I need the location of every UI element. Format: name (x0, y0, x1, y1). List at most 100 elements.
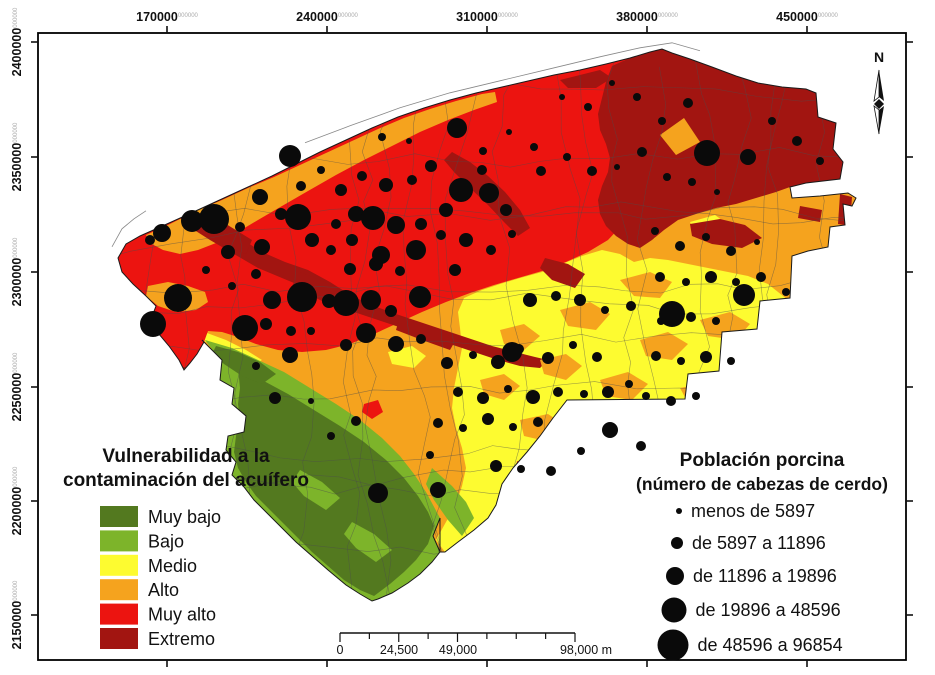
coastal-sandbar (110, 42, 702, 251)
legend-population-item-label: menos de 5897 (691, 501, 815, 521)
north-arrow: N (873, 49, 884, 135)
region-alto-patch-9 (740, 354, 780, 380)
pig-population-symbol (479, 183, 499, 203)
pig-population-symbol (459, 233, 473, 247)
axis-label: 2400000000000 (10, 7, 24, 76)
pig-population-symbol (263, 291, 281, 309)
pig-population-symbols (140, 80, 824, 503)
region-muy-bajo-zone (234, 368, 434, 596)
pig-population-symbol (285, 204, 311, 230)
pig-population-symbol (269, 392, 281, 404)
legend-vulnerability-item-label: Alto (148, 580, 179, 600)
legend-population-symbol (676, 508, 682, 514)
scalebar-label: 0 (337, 643, 344, 657)
north-arrow-upper-left (873, 69, 880, 102)
pig-population-symbol (307, 327, 315, 335)
pig-population-symbol (433, 418, 443, 428)
region-extremo-patch-center (540, 258, 585, 288)
pig-population-symbol (712, 317, 720, 325)
legend-population-item-label: de 11896 a 19896 (693, 566, 837, 586)
coast-sliver-edge (111, 210, 147, 247)
pig-population-symbol (733, 284, 755, 306)
legend-swatch-medio (100, 554, 138, 576)
axis-label: 170000000000 (136, 10, 198, 24)
pig-population-symbol (459, 424, 467, 432)
pig-population-symbol (546, 466, 556, 476)
legend-population-symbol (666, 567, 684, 585)
pig-population-symbol (688, 178, 696, 186)
north-arrow-lower-right (879, 106, 884, 134)
region-muy-bajo-patch-nw (212, 346, 276, 384)
pig-population-symbol (502, 342, 522, 362)
legend-population-symbol (657, 629, 689, 661)
pig-population-symbol (686, 312, 696, 322)
legend-vulnerability: Vulnerabilidad a la contaminación del ac… (63, 446, 309, 649)
state-outline-stroke (117, 48, 857, 602)
scale-bar: 0 24,500 49,000 98,000 m (337, 632, 612, 657)
axis-label: 2300000000000 (10, 237, 24, 306)
north-arrow-label: N (874, 49, 884, 65)
pig-population-symbol (335, 184, 347, 196)
region-extremo-northeast (598, 49, 843, 248)
pig-population-symbol (140, 311, 166, 337)
pig-population-symbol (287, 282, 317, 312)
pig-population-symbol (164, 284, 192, 312)
pig-population-symbol (348, 206, 364, 222)
pig-population-symbol (533, 417, 543, 427)
pig-population-symbol (526, 390, 540, 404)
pig-population-symbol (542, 352, 554, 364)
pig-population-symbol (655, 272, 665, 282)
pig-population-symbol (563, 153, 571, 161)
pig-population-symbol (816, 157, 824, 165)
municipality-boundary-line (118, 269, 856, 327)
pig-population-symbol (282, 347, 298, 363)
pig-population-symbol (254, 239, 270, 255)
region-extremo-blob-lower (690, 219, 762, 248)
pig-population-symbol (333, 290, 359, 316)
pig-population-symbol (500, 204, 512, 216)
municipality-boundary-line (343, 69, 374, 601)
pig-population-symbol (642, 392, 650, 400)
pig-population-symbol (322, 294, 336, 308)
pig-population-symbol (705, 271, 717, 283)
axis-label: 2250000000000 (10, 352, 24, 421)
pig-population-symbol (356, 323, 376, 343)
pig-population-symbol (633, 93, 641, 101)
region-bajo-patch-2 (344, 522, 392, 562)
coast-sliver-white (110, 211, 148, 251)
pig-population-symbol (296, 181, 306, 191)
pig-population-symbol (504, 385, 512, 393)
pig-population-symbol (694, 140, 720, 166)
legend-vulnerability-item-label: Muy bajo (148, 507, 221, 527)
pig-population-symbol (768, 117, 776, 125)
pig-population-symbol (782, 288, 790, 296)
pig-population-symbol (308, 398, 314, 404)
pig-population-symbol (415, 218, 427, 230)
pig-population-symbol (416, 334, 426, 344)
map-frame (37, 32, 907, 661)
pig-population-symbol (602, 386, 614, 398)
pig-population-symbol (490, 460, 502, 472)
pig-population-symbol (477, 165, 487, 175)
pig-population-symbol (221, 245, 235, 259)
pig-population-symbol (346, 234, 358, 246)
pig-population-symbol (407, 175, 417, 185)
pig-population-symbol (574, 294, 586, 306)
pig-population-symbol (449, 264, 461, 276)
region-alto-patch-12 (480, 374, 520, 400)
pig-population-symbol (666, 396, 676, 406)
pig-population-symbol (279, 145, 301, 167)
municipality-boundary-line (118, 201, 856, 260)
axis-label: 310000000000 (456, 10, 518, 24)
pig-population-symbol (145, 235, 155, 245)
scalebar-label: 24,500 (380, 643, 418, 657)
pig-population-symbol (536, 166, 546, 176)
legend-population: Población porcina (número de cabezas de … (636, 450, 888, 661)
pig-population-symbol (508, 230, 516, 238)
scalebar-label: 98,000 m (560, 643, 612, 657)
region-alto-patch-11 (580, 434, 626, 462)
legend-vulnerability-item-label: Medio (148, 556, 197, 576)
pig-population-symbol (683, 98, 693, 108)
pig-population-symbol (477, 392, 489, 404)
